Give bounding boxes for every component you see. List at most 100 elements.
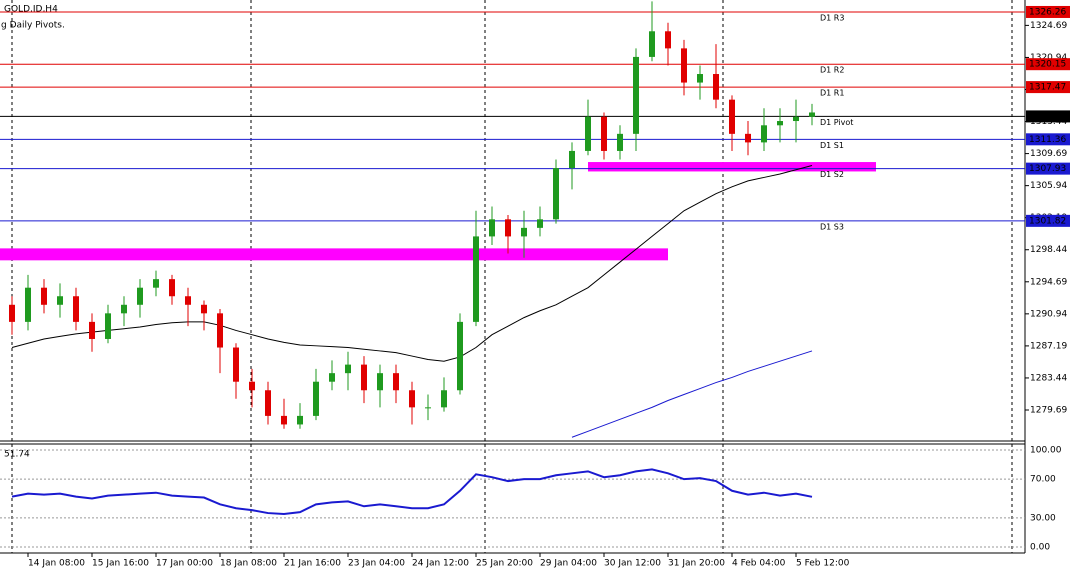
level-price-label: 1307.93 xyxy=(1029,164,1066,174)
y-tick-label: 1298.44 xyxy=(1030,245,1067,255)
level-name: D1 R1 xyxy=(820,89,844,98)
level-price-box xyxy=(1026,81,1070,94)
moving-average xyxy=(11,164,813,362)
candle-body xyxy=(153,279,159,288)
candle-body xyxy=(457,321,463,391)
candle-body xyxy=(249,381,255,391)
y-tick-label: 1287.19 xyxy=(1030,341,1067,351)
candle-body xyxy=(697,74,703,83)
candle-body xyxy=(665,31,671,49)
moving-average xyxy=(571,350,813,438)
x-tick-label: 15 Jan 16:00 xyxy=(92,559,149,569)
candle-body xyxy=(505,219,511,237)
x-tick-label: 24 Jan 12:00 xyxy=(412,559,469,569)
x-tick-label: 21 Jan 16:00 xyxy=(284,559,341,569)
x-tick-label: 25 Jan 20:00 xyxy=(476,559,533,569)
candle-body xyxy=(25,287,31,322)
x-tick-label: 18 Jan 08:00 xyxy=(220,559,277,569)
candle-body xyxy=(745,133,751,143)
candle-body xyxy=(473,236,479,322)
candle-body xyxy=(489,219,495,237)
candle-body xyxy=(521,227,527,237)
y-tick-label: 1309.69 xyxy=(1030,149,1067,159)
chart-title: GOLD.ID,H4 xyxy=(4,5,58,15)
candle-body xyxy=(617,133,623,151)
zone xyxy=(588,162,876,172)
y-tick-label: 1305.94 xyxy=(1030,181,1067,191)
candle-body xyxy=(89,321,95,339)
indicator-tick-label: 70.00 xyxy=(1030,475,1056,485)
candle-body xyxy=(393,373,399,391)
y-tick-label: 1320.94 xyxy=(1030,53,1067,63)
candle-body xyxy=(729,99,735,134)
level-name: D1 Pivot xyxy=(820,118,853,127)
candle-body xyxy=(329,373,335,382)
candle-body xyxy=(105,313,111,339)
y-tick-label: 1290.94 xyxy=(1030,309,1067,319)
level-price-label: 1311.36 xyxy=(1029,135,1066,145)
candle-body xyxy=(265,390,271,416)
level-name: D1 R3 xyxy=(820,13,844,22)
candle-body xyxy=(409,390,415,408)
indicator-tick-label: 30.00 xyxy=(1030,513,1056,523)
indicator-tick-label: 0.00 xyxy=(1030,542,1050,552)
x-tick-label: 5 Feb 12:00 xyxy=(796,559,850,569)
candle-body xyxy=(137,287,143,305)
candle-body xyxy=(345,364,351,374)
level-price-label: 1301.82 xyxy=(1029,216,1066,226)
level-name: D1 R2 xyxy=(820,66,844,75)
period-separators xyxy=(11,0,1013,553)
candle-body xyxy=(777,121,783,126)
x-tick-label: 30 Jan 12:00 xyxy=(604,559,661,569)
candle-body xyxy=(569,150,575,169)
level-price-label: 1326.26 xyxy=(1029,7,1066,17)
candle-body xyxy=(601,116,607,151)
candle-body xyxy=(281,415,287,425)
candle-body xyxy=(761,125,767,143)
candle-body xyxy=(441,390,447,408)
x-tick-label: 29 Jan 04:00 xyxy=(540,559,597,569)
x-tick-label: 4 Feb 04:00 xyxy=(732,559,786,569)
candle-body xyxy=(633,56,639,134)
x-tick-label: 23 Jan 04:00 xyxy=(348,559,405,569)
candle-body xyxy=(713,74,719,100)
candle-body xyxy=(297,415,303,425)
candle-body xyxy=(361,364,367,391)
y-tick-label: 1279.69 xyxy=(1030,406,1067,416)
x-tick-label: 14 Jan 08:00 xyxy=(28,559,85,569)
level-name: D1 S1 xyxy=(820,141,844,150)
level-price-label: 1320.15 xyxy=(1029,60,1066,70)
y-tick-label: 1324.69 xyxy=(1030,21,1067,31)
candle-body xyxy=(121,304,127,314)
level-name: D1 S2 xyxy=(820,170,844,179)
candle-body xyxy=(377,373,383,391)
candle-body xyxy=(585,116,591,151)
chart-subtitle: g Daily Pivots. xyxy=(1,21,65,31)
candle-body xyxy=(73,296,79,322)
candle-body xyxy=(681,48,687,83)
candle-body xyxy=(313,381,319,416)
level-price-box xyxy=(1026,162,1070,175)
indicator-value: 51.74 xyxy=(4,450,30,460)
candle-body xyxy=(425,407,431,409)
level-name: D1 S3 xyxy=(820,222,844,231)
candle-body xyxy=(233,347,239,382)
candle-body xyxy=(217,313,223,348)
candle-body xyxy=(201,304,207,314)
candle-body xyxy=(809,112,815,117)
y-tick-label: 1283.44 xyxy=(1030,373,1067,383)
indicator-tick-label: 100.00 xyxy=(1030,446,1062,456)
candle-body xyxy=(793,116,799,122)
level-price-box xyxy=(1026,133,1070,146)
candle-body xyxy=(57,296,63,305)
candle-body xyxy=(537,219,543,228)
candle-body xyxy=(553,168,559,220)
candle-body xyxy=(9,304,15,322)
level-price-box xyxy=(1026,110,1070,123)
zone xyxy=(0,248,668,261)
level-price-box xyxy=(1026,5,1070,18)
indicator-line xyxy=(11,468,813,516)
x-tick-label: 31 Jan 20:00 xyxy=(668,559,725,569)
